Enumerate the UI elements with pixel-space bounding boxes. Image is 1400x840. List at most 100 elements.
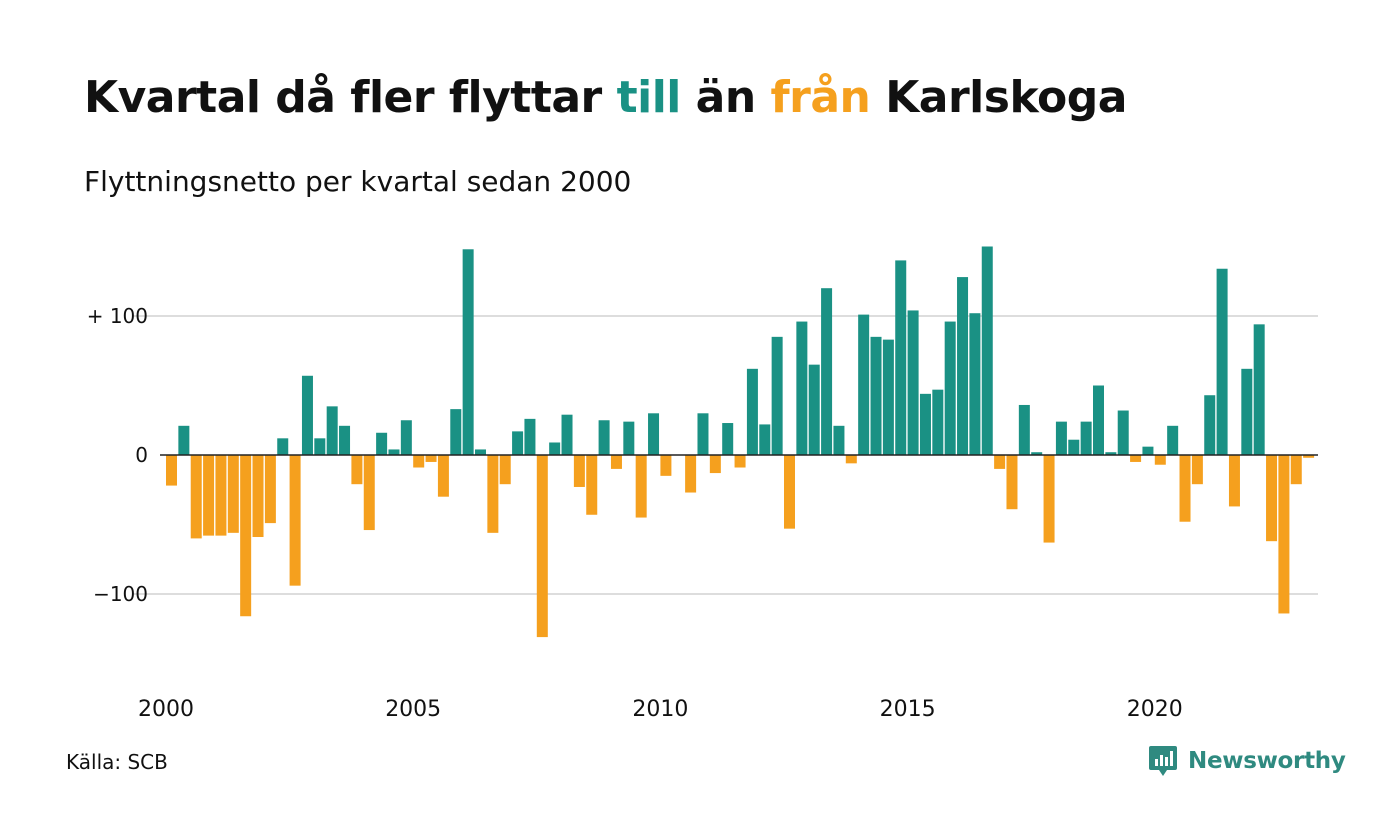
bar <box>1290 455 1302 485</box>
bar <box>907 310 919 455</box>
bar <box>1130 455 1142 462</box>
bar <box>388 449 400 455</box>
title-till-highlight: till <box>616 72 682 123</box>
bar <box>722 423 734 455</box>
bar <box>784 455 795 529</box>
bar <box>1018 404 1030 455</box>
bar <box>895 260 907 455</box>
bar <box>648 413 660 455</box>
bar <box>1216 268 1228 455</box>
bar <box>1105 452 1117 455</box>
bar <box>1142 446 1154 455</box>
bar <box>289 455 301 586</box>
bar <box>499 455 511 485</box>
bar <box>301 375 313 455</box>
bar <box>1055 421 1067 455</box>
bar <box>203 455 215 536</box>
title-fran-highlight: från <box>770 72 871 123</box>
bar <box>734 455 746 468</box>
bar <box>376 432 388 455</box>
title-part-2: än <box>680 72 771 123</box>
bar <box>598 420 610 455</box>
chart-title: Kvartal då fler flyttar till än från Kar… <box>84 72 1127 123</box>
bar <box>709 455 721 474</box>
bar <box>166 455 177 486</box>
bar <box>1093 385 1104 455</box>
bar <box>573 455 585 487</box>
bar <box>227 455 239 533</box>
bar <box>969 313 981 455</box>
x-tick-label: 2005 <box>385 697 441 722</box>
bar <box>1068 439 1080 455</box>
bar <box>1228 455 1240 507</box>
x-tick-label: 2010 <box>632 697 688 722</box>
bar <box>1080 421 1092 455</box>
bar <box>1154 455 1166 465</box>
bar <box>1031 452 1043 455</box>
bar <box>1006 455 1018 510</box>
bar <box>277 438 289 455</box>
bar <box>1191 455 1203 485</box>
bar <box>462 249 474 455</box>
bar <box>1167 425 1179 455</box>
bar <box>845 455 857 464</box>
bar <box>660 455 672 476</box>
bar <box>858 314 870 455</box>
bar <box>1266 455 1278 542</box>
bar <box>1303 455 1315 458</box>
bar <box>549 442 561 455</box>
bar <box>363 455 375 531</box>
y-tick-label: 0 <box>135 443 148 467</box>
bar <box>413 455 425 468</box>
x-tick-label: 2020 <box>1127 697 1183 722</box>
bar <box>821 288 833 455</box>
bar <box>932 389 944 455</box>
title-part-1: Kvartal då fler flyttar <box>84 72 617 123</box>
bar <box>339 425 351 455</box>
brand-name: Newsworthy <box>1188 748 1346 774</box>
bar <box>994 455 1006 469</box>
bar <box>759 424 771 455</box>
bar <box>252 455 264 538</box>
bar <box>1043 455 1055 543</box>
bar <box>524 418 536 455</box>
bar <box>536 455 548 638</box>
newsworthy-logo[interactable]: Newsworthy <box>1148 744 1346 778</box>
bar <box>264 455 276 524</box>
x-tick-label: 2015 <box>880 697 936 722</box>
bar <box>487 455 499 533</box>
newsworthy-logo-icon <box>1149 746 1177 776</box>
bar <box>685 455 697 493</box>
bar <box>919 393 931 455</box>
bar <box>351 455 363 485</box>
title-part-3: Karlskoga <box>870 72 1127 123</box>
chart-subtitle: Flyttningsnetto per kvartal sedan 2000 <box>84 165 632 198</box>
y-tick-label: −100 <box>93 582 148 606</box>
bar <box>796 321 808 455</box>
bar <box>771 336 783 455</box>
bar <box>808 364 820 455</box>
bar <box>1278 455 1290 614</box>
bar <box>981 246 993 455</box>
bar <box>437 455 449 497</box>
bar-chart: + 100 0 −100 2000 2005 2010 2015 2020 <box>87 246 1318 722</box>
bar <box>215 455 227 536</box>
bar <box>240 455 252 617</box>
bar <box>178 425 190 455</box>
bar <box>1204 395 1216 455</box>
bar <box>314 438 326 455</box>
bar <box>746 368 758 455</box>
bar <box>870 336 882 455</box>
bar <box>610 455 622 469</box>
bar <box>882 339 894 455</box>
bar <box>697 413 709 455</box>
bar <box>833 425 845 455</box>
bar <box>400 420 412 455</box>
source-note: Källa: SCB <box>66 750 168 774</box>
bar <box>512 431 524 455</box>
bar <box>1241 368 1253 455</box>
bar <box>475 449 486 455</box>
y-tick-label: + 100 <box>87 304 148 328</box>
bar <box>190 455 202 539</box>
bar <box>326 406 338 455</box>
